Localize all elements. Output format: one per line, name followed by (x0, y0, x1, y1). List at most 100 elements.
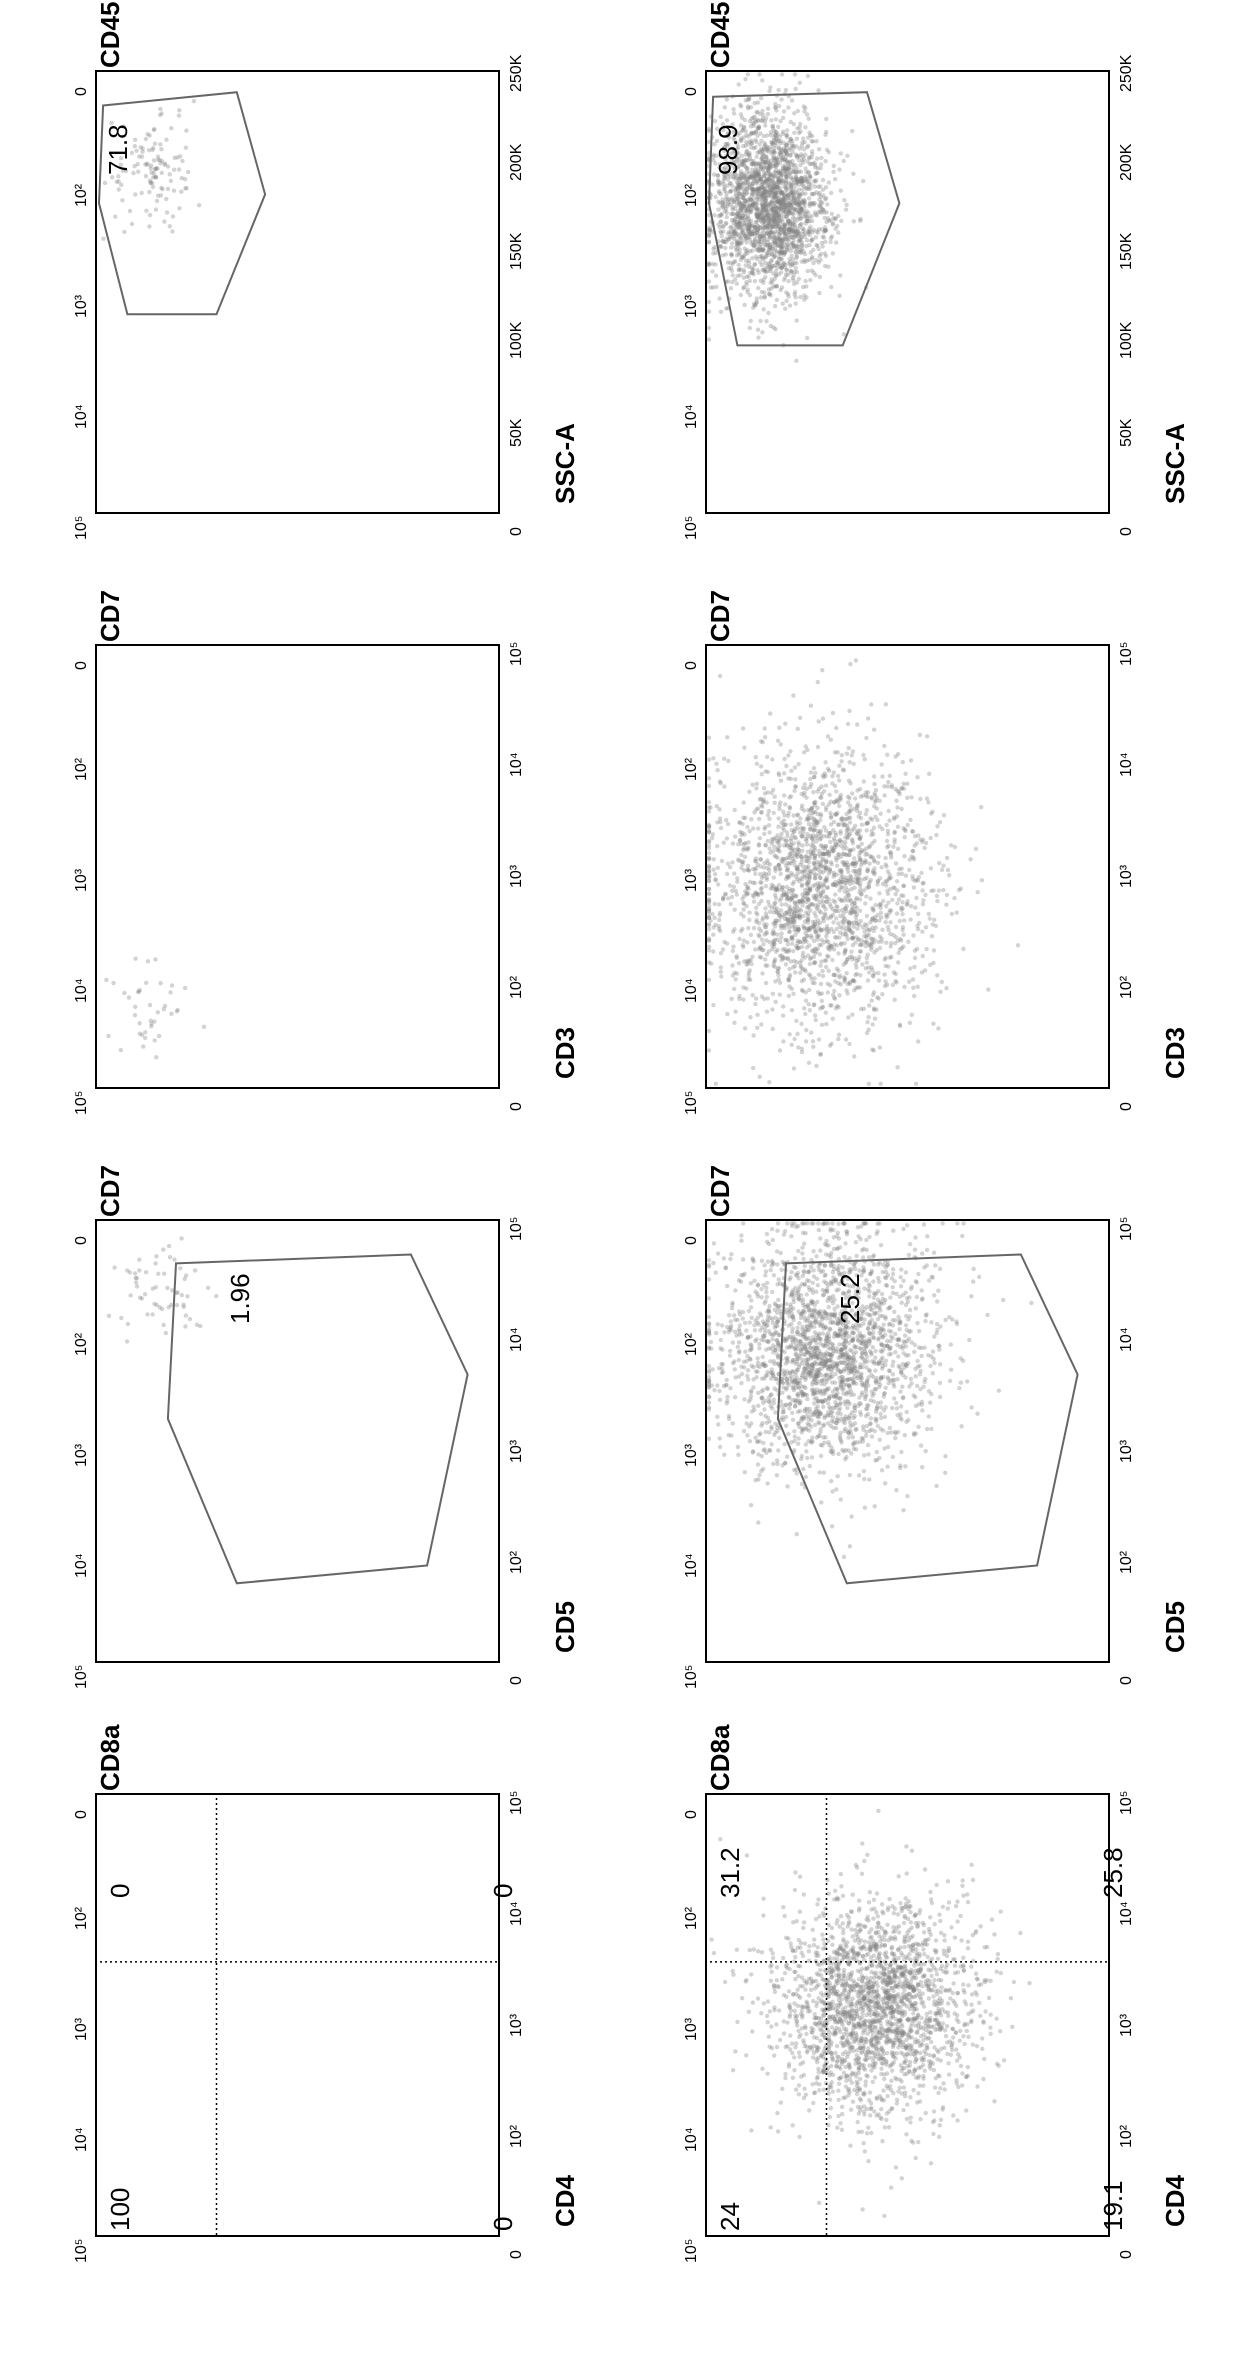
x-tick: 200K (1118, 143, 1136, 180)
scatter-points (104, 957, 206, 1060)
x-tick: 10² (508, 976, 526, 999)
x-tick: 10³ (508, 1440, 526, 1463)
plot-svg (95, 1219, 500, 1663)
panel-r1c0: CD3CD7010²10³10⁴10⁵010²10³10⁴10⁵ (40, 614, 570, 1148)
x-axis-title: CD3 (1160, 1026, 1191, 1078)
quadrant-label-Q4_LR: 19.1 (1098, 2180, 1129, 2231)
quadrant-label-Q2_UR: 0 (488, 1883, 519, 1897)
x-tick: 10⁴ (508, 1327, 526, 1352)
panel-r2c1: 25.2CD5CD7010²10³10⁴10⁵010²10³10⁴10⁵ (650, 1189, 1180, 1723)
x-tick: 0 (1118, 2250, 1136, 2259)
x-axis-title: CD5 (1160, 1601, 1191, 1653)
y-tick: 10⁴ (683, 2127, 701, 2152)
x-tick: 0 (508, 2250, 526, 2259)
x-tick: 10² (1118, 976, 1136, 999)
y-tick: 10⁵ (73, 2239, 91, 2263)
y-tick: 10⁴ (683, 405, 701, 430)
plot-svg (95, 644, 500, 1088)
x-tick: 50K (508, 419, 526, 447)
y-axis-title: CD7 (95, 1164, 126, 1216)
y-tick: 0 (683, 87, 701, 96)
y-tick: 10² (683, 1332, 701, 1355)
x-tick: 100K (508, 321, 526, 358)
y-tick: 0 (73, 87, 91, 96)
y-tick: 10⁵ (73, 516, 91, 540)
x-tick: 10⁴ (1118, 1327, 1136, 1352)
x-tick: 0 (1118, 1102, 1136, 1111)
panel-r2c0: 1.96CD5CD7010²10³10⁴10⁵010²10³10⁴10⁵ (40, 1189, 570, 1723)
x-tick: 0 (508, 527, 526, 536)
x-tick: 10³ (508, 865, 526, 888)
y-tick: 10⁴ (683, 1553, 701, 1578)
quadrant-label-Q3_LL: 100 (105, 2188, 136, 2231)
scatter-points (707, 658, 1020, 1086)
plot-svg (705, 1219, 1110, 1663)
x-tick: 10⁵ (508, 1216, 526, 1240)
y-axis-title: CD7 (705, 1164, 736, 1216)
x-tick: 10³ (508, 2014, 526, 2037)
panel-grid: 71.8SSC-ACD45050K100K150K200K250K010²10³… (0, 0, 1240, 2357)
y-axis-title: CD8a (95, 1724, 126, 1790)
x-tick: 10⁵ (1118, 1216, 1136, 1240)
y-tick: 0 (683, 1236, 701, 1245)
y-tick: 10⁴ (73, 405, 91, 430)
x-tick: 0 (508, 1676, 526, 1685)
y-tick: 10⁵ (683, 1664, 701, 1688)
y-tick: 10⁴ (73, 979, 91, 1004)
y-axis-title: CD7 (95, 590, 126, 642)
y-axis-title: CD45 (705, 2, 736, 68)
y-tick: 10² (73, 1907, 91, 1930)
scatter-points (707, 1221, 1034, 1559)
y-tick: 10³ (683, 869, 701, 892)
gate-label: 25.2 (835, 1273, 866, 1324)
x-tick: 10² (1118, 2125, 1136, 2148)
y-tick: 10³ (683, 2018, 701, 2041)
x-tick: 10⁵ (1118, 1790, 1136, 1814)
x-tick: 100K (1118, 321, 1136, 358)
y-axis-title: CD7 (705, 590, 736, 642)
x-tick: 10³ (1118, 1440, 1136, 1463)
y-tick: 10⁵ (73, 1664, 91, 1688)
y-tick: 10⁴ (73, 1553, 91, 1578)
x-tick: 0 (508, 1102, 526, 1111)
y-tick: 10⁵ (683, 2239, 701, 2263)
x-axis-title: SSC-A (1160, 423, 1191, 504)
scatter-points (709, 1808, 1031, 2218)
y-tick: 10² (683, 184, 701, 207)
x-tick: 250K (508, 55, 526, 92)
quadrant-label-Q2_UR: 25.8 (1098, 1847, 1129, 1898)
x-tick: 10² (508, 2125, 526, 2148)
panel-r0c1: 98.9SSC-ACD45050K100K150K200K250K010²10³… (650, 40, 1180, 574)
panel-r3c1: 31.225.82419.1CD4CD8a010²10³10⁴10⁵010²10… (650, 1763, 1180, 2297)
x-tick: 10² (508, 1551, 526, 1574)
x-tick: 200K (508, 143, 526, 180)
y-tick: 10² (73, 184, 91, 207)
y-tick: 0 (73, 1810, 91, 1819)
scatter-points (707, 72, 869, 363)
x-tick: 10⁵ (508, 1790, 526, 1814)
plot-svg (95, 1793, 500, 2237)
x-axis-title: CD3 (550, 1026, 581, 1078)
x-tick: 10⁵ (1118, 642, 1136, 666)
panel-r3c0: 001000CD4CD8a010²10³10⁴10⁵010²10³10⁴10⁵ (40, 1763, 570, 2297)
x-axis-title: CD4 (1160, 2175, 1191, 2227)
y-tick: 10³ (73, 1444, 91, 1467)
y-tick: 0 (683, 1810, 701, 1819)
x-tick: 0 (1118, 1676, 1136, 1685)
y-tick: 10³ (73, 295, 91, 318)
x-tick: 10⁴ (1118, 1901, 1136, 1926)
figure-root: 71.8SSC-ACD45050K100K150K200K250K010²10³… (0, 0, 1240, 2357)
y-axis-title: CD8a (705, 1724, 736, 1790)
y-tick: 10² (73, 758, 91, 781)
gate-label: 98.9 (713, 124, 744, 175)
y-tick: 10³ (73, 2018, 91, 2041)
y-tick: 0 (683, 661, 701, 670)
x-tick: 0 (1118, 527, 1136, 536)
x-tick: 10³ (1118, 865, 1136, 888)
y-tick: 10⁵ (73, 1090, 91, 1114)
x-axis-title: CD5 (550, 1601, 581, 1653)
quadrant-label-Q1_UL: 31.2 (715, 1847, 746, 1898)
quadrant-label-Q3_LL: 24 (715, 2202, 746, 2231)
quadrant-label-Q1_UL: 0 (105, 1883, 136, 1897)
plot-svg (705, 644, 1110, 1088)
